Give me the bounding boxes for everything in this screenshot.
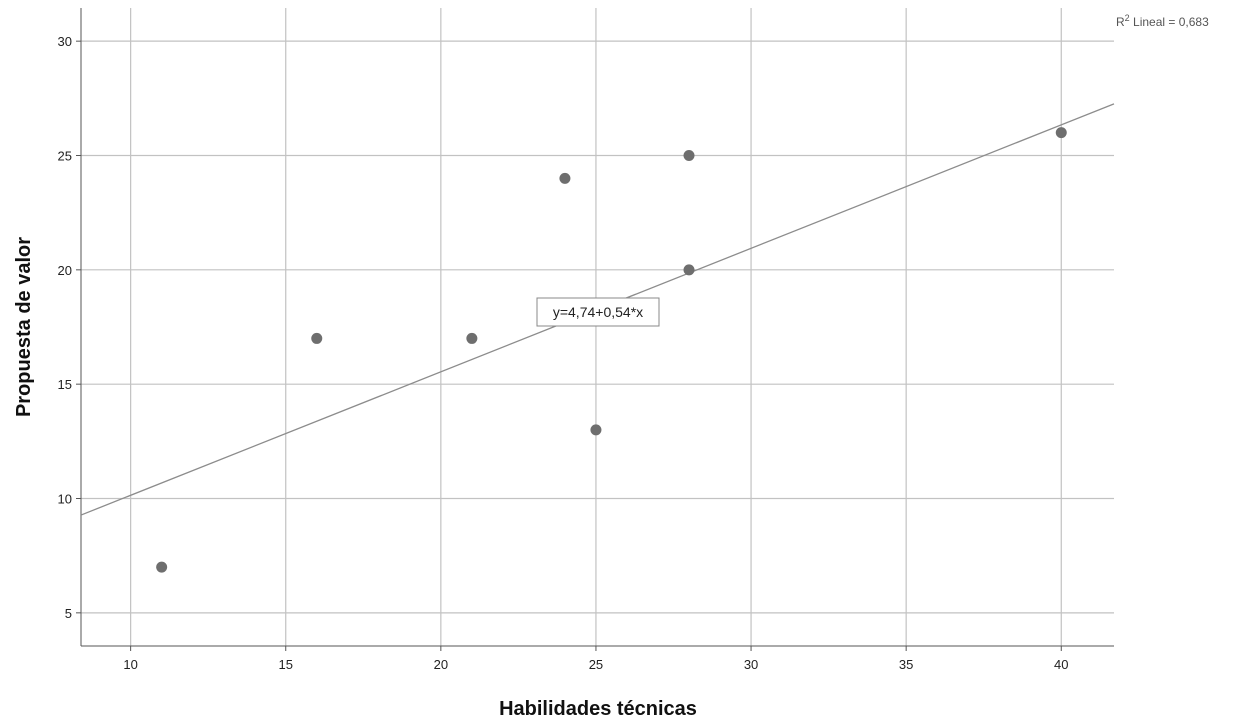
data-points <box>156 127 1067 573</box>
x-tick-label: 10 <box>123 657 137 672</box>
y-tick-label: 15 <box>58 377 72 392</box>
y-tick-label: 10 <box>58 492 72 507</box>
r2-prefix: R <box>1116 15 1125 29</box>
data-point <box>683 149 695 161</box>
data-point <box>559 172 571 184</box>
x-tick-label: 20 <box>434 657 448 672</box>
grid-lines <box>81 8 1114 646</box>
y-tick-label: 5 <box>65 606 72 621</box>
y-tick-label: 20 <box>58 263 72 278</box>
y-tick-label: 30 <box>58 34 72 49</box>
x-tick-label: 30 <box>744 657 758 672</box>
data-point <box>466 332 478 344</box>
fit-equation-label: y=4,74+0,54*x <box>553 304 643 320</box>
r2-superscript: 2 <box>1125 13 1130 23</box>
x-axis-title: Habilidades técnicas <box>499 698 697 720</box>
x-tick-label: 25 <box>589 657 603 672</box>
tick-labels: 10 15 20 25 30 35 40 5 10 15 20 25 30 <box>58 34 1069 672</box>
data-point <box>1055 127 1067 139</box>
x-tick-label: 35 <box>899 657 913 672</box>
data-point <box>311 332 323 344</box>
data-point <box>590 424 602 436</box>
y-tick-label: 25 <box>58 148 72 163</box>
data-point <box>683 264 695 276</box>
fit-equation-box: y=4,74+0,54*x <box>536 297 660 327</box>
y-axis-title: Propuesta de valor <box>13 237 35 417</box>
data-point <box>156 561 168 573</box>
r2-label: R2 Lineal = 0,683 <box>1116 13 1209 29</box>
fit-equation-frame <box>536 297 660 327</box>
x-tick-label: 15 <box>279 657 293 672</box>
x-tick-label: 40 <box>1054 657 1068 672</box>
axes <box>76 8 1114 651</box>
r2-value: Lineal = 0,683 <box>1130 15 1209 29</box>
